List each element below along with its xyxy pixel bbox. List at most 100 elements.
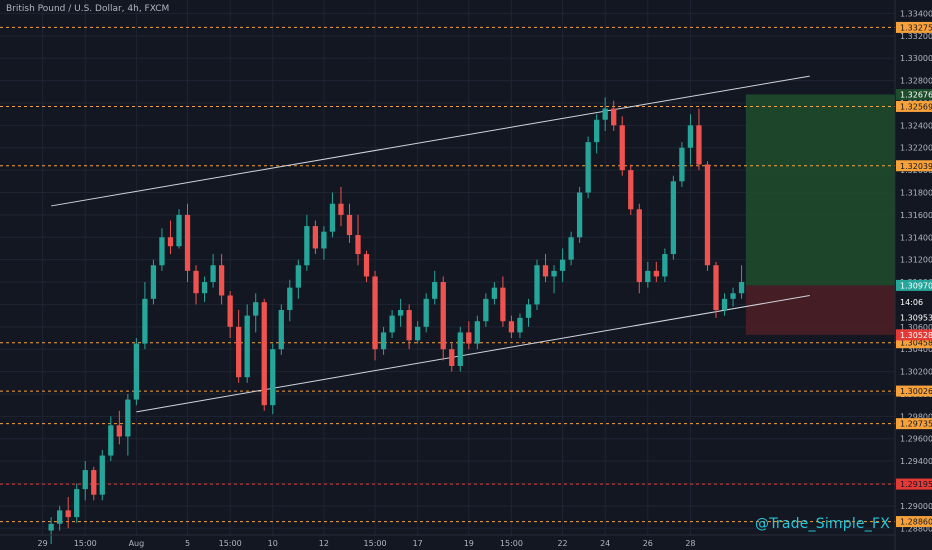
candle	[57, 505, 63, 531]
candle	[406, 304, 412, 350]
candle	[253, 293, 259, 333]
candle-body	[653, 270, 659, 277]
price-tag-bg	[896, 312, 932, 324]
candle	[517, 313, 523, 339]
y-tick-label: 1.31600	[900, 211, 932, 220]
x-axis-ticks: 29 15:00 Aug 5 15:00 10 12 15:00 17 19 15:00 22 24 26…	[38, 539, 696, 548]
candle	[312, 220, 319, 255]
channel-upper-line	[51, 75, 810, 207]
y-tick-label: 1.29800	[900, 412, 932, 421]
candle-body	[713, 265, 719, 311]
candle-body	[380, 332, 387, 350]
candle	[227, 291, 233, 339]
price-tag: 14:06	[896, 296, 932, 308]
candle-body	[449, 349, 455, 366]
candle-body	[355, 235, 361, 255]
candle	[244, 304, 250, 383]
candle	[48, 517, 54, 544]
level-tag: 1.30026	[896, 385, 932, 397]
level-tag-bg	[896, 337, 932, 349]
candle	[594, 114, 600, 154]
candle-body	[619, 125, 625, 171]
candle-body	[338, 203, 344, 215]
candle-body	[346, 214, 353, 236]
level-tag: 1.33275	[896, 21, 932, 33]
candle-body	[687, 125, 694, 148]
y-tick-label: 1.33400	[900, 9, 932, 18]
level-tag-text: 1.30026	[900, 387, 932, 396]
candle-body	[57, 510, 63, 524]
candle	[380, 326, 387, 355]
candle	[423, 293, 429, 333]
candle	[142, 282, 148, 350]
candle	[329, 192, 336, 238]
candle	[321, 226, 327, 260]
candle	[500, 276, 506, 327]
candle-body	[270, 349, 276, 406]
price-tag-text: 1.32676	[900, 90, 932, 99]
candle	[295, 259, 301, 299]
level-tag-bg	[896, 160, 932, 172]
candle-body	[466, 332, 472, 344]
candle-body	[636, 209, 642, 283]
x-tick-label: 28	[685, 539, 695, 548]
y-tick-label: 1.29400	[900, 457, 932, 466]
candle-body	[534, 265, 540, 305]
y-tick-label: 1.31800	[900, 189, 932, 198]
candle	[355, 214, 361, 266]
candle-body	[483, 298, 489, 322]
level-tag: 1.29195	[896, 478, 932, 490]
candle-body	[150, 265, 157, 299]
candle	[576, 186, 583, 243]
price-tag-bg	[896, 88, 932, 100]
candle-body	[82, 470, 88, 490]
candle-body	[585, 142, 591, 193]
x-tick-label: 29	[38, 539, 48, 548]
candle	[261, 298, 267, 411]
candle	[236, 310, 242, 383]
level-tag-text: 1.30458	[900, 339, 932, 348]
candle	[466, 321, 472, 350]
candle	[534, 259, 540, 311]
price-tag: 1.30970	[896, 279, 932, 291]
candle	[125, 393, 131, 456]
candle	[687, 114, 694, 165]
candle-body	[159, 237, 165, 266]
author-watermark: @Trade_Simple_FX	[755, 516, 890, 532]
candle	[184, 203, 191, 283]
level-tag-text: 1.32569	[900, 102, 932, 111]
candle	[619, 116, 625, 176]
price-tag-text: 1.30953	[900, 314, 932, 323]
x-tick-label: 24	[600, 539, 610, 548]
candle	[440, 276, 446, 361]
candle-body	[696, 125, 702, 165]
candle-body	[670, 181, 677, 255]
price-tag: 1.32676	[896, 88, 932, 100]
candle-body	[721, 298, 728, 311]
candle	[713, 261, 719, 318]
candle	[278, 304, 284, 355]
candle	[304, 214, 310, 271]
y-tick-label: 1.32800	[900, 77, 932, 86]
candle-body	[508, 321, 515, 333]
candle	[432, 270, 438, 305]
y-tick-label: 1.32400	[900, 121, 932, 130]
candle-body	[500, 287, 506, 322]
candle	[346, 203, 353, 243]
y-tick-label: 1.32200	[900, 144, 932, 153]
candle	[559, 248, 566, 283]
candle	[551, 265, 557, 294]
candle	[415, 321, 421, 344]
candle	[210, 254, 216, 288]
y-tick-label: 1.31400	[900, 233, 932, 242]
candle-body	[184, 214, 191, 271]
stop-zone	[745, 285, 895, 335]
candle	[287, 279, 293, 322]
candle	[91, 466, 97, 501]
candle-body	[602, 108, 608, 120]
y-tick-label: 1.33200	[900, 32, 932, 41]
x-tick-label: 22	[557, 539, 567, 548]
level-tag-bg	[896, 418, 932, 430]
candle-body	[474, 321, 480, 344]
